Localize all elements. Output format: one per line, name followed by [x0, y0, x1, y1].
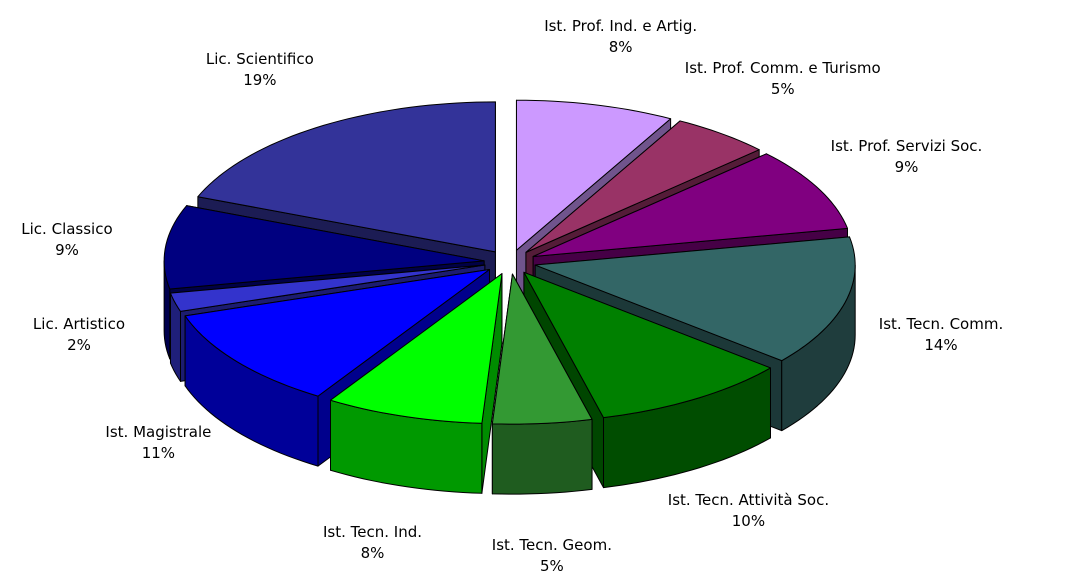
category-label: Ist. Tecn. Attività Soc. — [667, 491, 830, 510]
slice — [525, 120, 760, 253]
slice-label: Ist. Magistrale 11% — [105, 422, 211, 464]
slice-wall — [491, 418, 593, 495]
slice-label: Ist. Tecn. Comm. 14% — [879, 314, 1003, 356]
slice-label: Ist. Prof. Comm. e Turismo 5% — [685, 58, 881, 100]
category-label: Lic. Artistico — [32, 315, 126, 334]
slice-label: Ist. Tecn. Attività Soc. 10% — [668, 490, 829, 532]
category-label: Ist. Tecn. Geom. — [491, 535, 612, 554]
value-label: 5% — [539, 556, 564, 575]
slice — [523, 271, 771, 419]
slice — [330, 273, 503, 424]
value-label: 10% — [731, 512, 766, 531]
category-label: Ist. Prof. Ind. e Artig. — [544, 17, 698, 36]
slice-label: Lic. Classico 9% — [21, 219, 112, 261]
value-label: 14% — [924, 336, 958, 355]
value-label: 9% — [55, 241, 79, 260]
value-label: 5% — [770, 79, 795, 98]
slice-label: Ist. Tecn. Geom. 5% — [492, 535, 612, 577]
slice-label: Ist. Prof. Servizi Soc. 9% — [831, 136, 983, 178]
slice-label: Ist. Prof. Ind. e Artig. 8% — [544, 16, 697, 58]
category-label: Ist. Magistrale — [105, 422, 212, 441]
slice — [163, 205, 485, 290]
value-label: 11% — [141, 443, 176, 462]
slice-label: Lic. Artistico 2% — [33, 314, 125, 356]
category-label: Ist. Prof. Servizi Soc. — [830, 136, 983, 155]
value-label: 9% — [894, 157, 919, 176]
slice — [491, 273, 593, 425]
category-label: Lic. Scientifico — [205, 50, 314, 69]
slice — [197, 101, 496, 253]
slice — [534, 236, 856, 362]
value-label: 8% — [608, 38, 633, 57]
slice — [184, 268, 490, 397]
category-label: Lic. Classico — [21, 220, 113, 239]
category-label: Ist. Prof. Comm. e Turismo — [684, 58, 881, 77]
slice — [169, 264, 486, 312]
value-label: 8% — [360, 543, 385, 562]
category-label: Ist. Tecn. Ind. — [322, 522, 422, 541]
slice-label: Lic. Scientifico 19% — [206, 49, 314, 91]
slice — [532, 153, 848, 257]
slice — [515, 99, 672, 251]
slice-label: Ist. Tecn. Ind. 8% — [323, 522, 422, 564]
category-label: Ist. Tecn. Comm. — [878, 315, 1004, 334]
value-label: 19% — [243, 71, 277, 90]
value-label: 2% — [67, 336, 91, 355]
